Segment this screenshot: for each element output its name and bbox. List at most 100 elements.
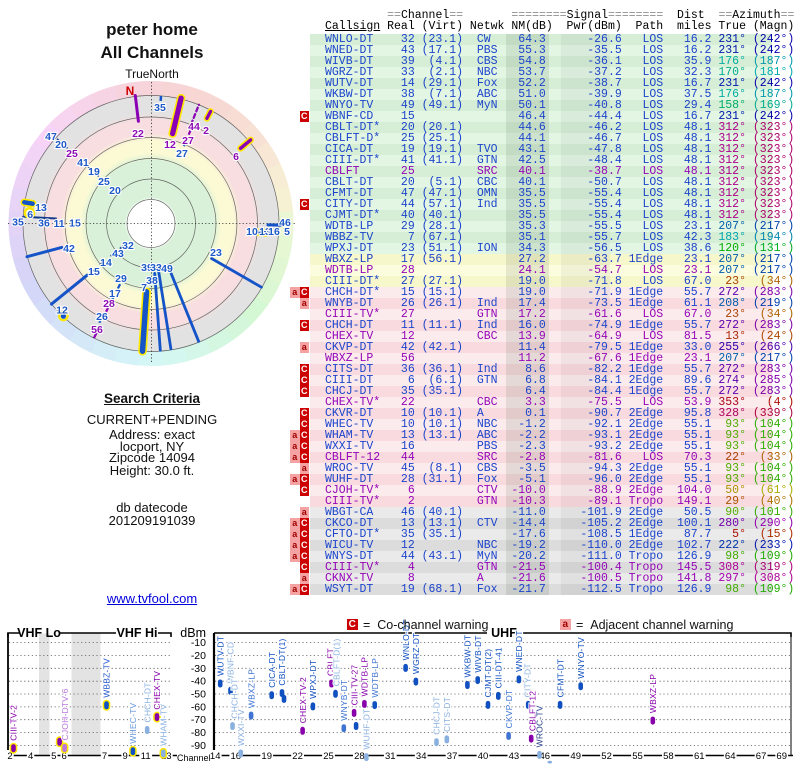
svg-text:40: 40 — [478, 751, 489, 762]
svg-text:19: 19 — [88, 166, 100, 178]
svg-text:16: 16 — [268, 226, 280, 238]
svg-text:44: 44 — [188, 121, 200, 133]
svg-text:-70: -70 — [191, 714, 206, 726]
svg-text:49: 49 — [570, 751, 581, 762]
svg-text:2: 2 — [7, 751, 12, 762]
svg-text:39: 39 — [141, 262, 153, 274]
svg-text:7: 7 — [102, 751, 107, 762]
svg-text:33: 33 — [150, 262, 162, 274]
svg-text:CHCH-DT: CHCH-DT — [230, 678, 240, 718]
svg-text:9: 9 — [122, 751, 127, 762]
svg-text:64: 64 — [725, 751, 736, 762]
svg-text:15: 15 — [88, 266, 100, 278]
svg-text:CFMT-DT: CFMT-DT — [555, 659, 565, 698]
svg-text:46: 46 — [540, 751, 551, 762]
svg-text:35: 35 — [154, 102, 166, 114]
svg-text:58: 58 — [663, 751, 674, 762]
svg-text:20: 20 — [55, 139, 67, 151]
svg-text:CHEX-TV: CHEX-TV — [152, 671, 162, 710]
svg-text:CBLFT-D(1): CBLFT-D(1) — [332, 638, 342, 686]
svg-text:49: 49 — [161, 263, 173, 275]
svg-text:WROC-TV: WROC-TV — [535, 705, 545, 747]
svg-text:5: 5 — [51, 751, 56, 762]
svg-text:WHAM-TV: WHAM-TV — [159, 704, 169, 746]
svg-text:26: 26 — [96, 311, 108, 323]
svg-text:55: 55 — [632, 751, 643, 762]
svg-text:31: 31 — [385, 751, 396, 762]
svg-text:VHF Lo: VHF Lo — [17, 626, 61, 640]
svg-text:WDTB-LP: WDTB-LP — [360, 657, 370, 697]
svg-text:dBm: dBm — [180, 626, 206, 640]
svg-text:25: 25 — [66, 148, 78, 160]
svg-text:VHF Hi: VHF Hi — [117, 626, 158, 640]
svg-text:CITS-DT: CITS-DT — [442, 697, 452, 732]
svg-text:13: 13 — [35, 202, 47, 214]
svg-text:17: 17 — [109, 288, 121, 300]
svg-text:19: 19 — [261, 751, 272, 762]
svg-text:-80: -80 — [191, 727, 206, 739]
svg-text:34: 34 — [416, 751, 427, 762]
svg-text:WGRZ-DT: WGRZ-DT — [411, 633, 421, 675]
svg-text:23: 23 — [210, 247, 222, 259]
svg-text:35: 35 — [12, 217, 24, 229]
svg-text:41: 41 — [77, 157, 89, 169]
svg-text:46: 46 — [279, 217, 291, 229]
svg-text:CKVP-DT: CKVP-DT — [504, 690, 514, 729]
svg-text:6: 6 — [27, 209, 33, 221]
svg-text:CJOH-DTV-6: CJOH-DTV-6 — [60, 688, 70, 740]
svg-text:11: 11 — [141, 751, 151, 762]
svg-text:6: 6 — [233, 151, 239, 163]
svg-text:CIII-TV-27: CIII-TV-27 — [349, 665, 359, 706]
svg-text:CIII-TV-2: CIII-TV-2 — [9, 705, 19, 741]
svg-text:42: 42 — [63, 243, 75, 255]
svg-text:52: 52 — [601, 751, 612, 762]
svg-text:WBBZ-TV: WBBZ-TV — [102, 658, 112, 698]
svg-text:WUHF-DT: WUHF-DT — [362, 709, 372, 750]
svg-text:28: 28 — [103, 298, 115, 310]
svg-text:WXXI-TV: WXXI-TV — [236, 709, 246, 746]
svg-text:15: 15 — [69, 218, 81, 230]
svg-text:CBLT-DT(1): CBLT-DT(1) — [277, 638, 287, 685]
svg-text:WUTV-DT: WUTV-DT — [215, 636, 225, 676]
svg-text:Channel: Channel — [177, 753, 211, 763]
svg-text:37: 37 — [447, 751, 458, 762]
svg-text:WDTB-LP: WDTB-LP — [370, 658, 380, 698]
svg-text:36: 36 — [38, 218, 50, 230]
svg-text:CBLFT-12: CBLFT-12 — [527, 691, 537, 731]
svg-text:56: 56 — [91, 324, 103, 336]
svg-text:14: 14 — [100, 257, 112, 269]
svg-text:CJMT-DT(2): CJMT-DT(2) — [483, 649, 493, 698]
svg-text:2: 2 — [203, 125, 209, 137]
svg-text:5: 5 — [284, 226, 290, 238]
svg-text:CITY-DT: CITY-DT — [522, 663, 532, 697]
svg-text:-10: -10 — [191, 637, 206, 649]
svg-text:WBXZ-LP: WBXZ-LP — [648, 674, 658, 713]
svg-text:N: N — [126, 84, 135, 98]
svg-text:CHEX-TV-2: CHEX-TV-2 — [298, 677, 308, 723]
svg-text:11: 11 — [53, 218, 64, 230]
svg-text:38: 38 — [146, 275, 158, 287]
svg-text:WBXZ-LP: WBXZ-LP — [246, 669, 256, 708]
svg-text:43: 43 — [509, 751, 520, 762]
svg-text:25: 25 — [98, 176, 110, 188]
svg-text:14: 14 — [210, 751, 221, 762]
svg-text:WNYB-DT: WNYB-DT — [339, 680, 349, 721]
svg-text:WNYO-TV: WNYO-TV — [576, 637, 586, 679]
svg-text:WHEC-TV: WHEC-TV — [128, 703, 138, 744]
svg-text:32: 32 — [122, 240, 134, 252]
svg-text:22: 22 — [292, 751, 303, 762]
svg-text:27: 27 — [182, 135, 194, 147]
svg-text:CBLFT: CBLFT — [326, 648, 336, 676]
svg-text:20: 20 — [109, 185, 121, 197]
svg-text:-50: -50 — [191, 689, 206, 701]
svg-text:29: 29 — [115, 273, 127, 285]
svg-text:16: 16 — [231, 751, 242, 762]
svg-text:12: 12 — [164, 139, 176, 151]
svg-text:-30: -30 — [191, 663, 206, 675]
svg-text:WKBW-DT: WKBW-DT — [463, 635, 473, 678]
svg-text:WBNF-CD: WBNF-CD — [226, 642, 236, 684]
svg-text:CHCJ-DT: CHCJ-DT — [432, 696, 442, 734]
svg-text:22: 22 — [132, 128, 144, 140]
svg-text:7: 7 — [141, 282, 147, 294]
svg-text:CHCH-DT: CHCH-DT — [142, 682, 152, 722]
